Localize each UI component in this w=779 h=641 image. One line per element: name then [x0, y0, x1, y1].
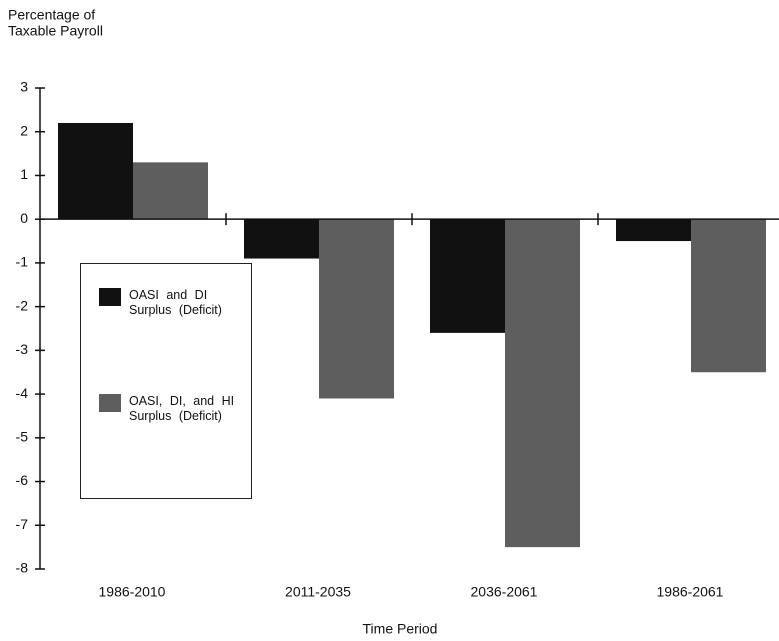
y-tick-label: -3 — [16, 341, 29, 357]
y-tick-label: 3 — [20, 79, 28, 95]
legend: OASI and DI Surplus (Deficit) OASI, DI, a… — [80, 263, 252, 499]
y-tick-label: 0 — [20, 210, 28, 226]
y-tick-label: -4 — [16, 385, 29, 401]
y-tick-label: -6 — [16, 472, 29, 488]
legend-swatch — [99, 394, 121, 412]
y-tick-label: -8 — [16, 560, 29, 576]
x-tick-label: 1986-2010 — [99, 584, 166, 600]
legend-item: OASI and DI Surplus (Deficit) — [99, 288, 239, 318]
y-tick-label: -5 — [16, 429, 29, 445]
bar — [430, 219, 505, 333]
bar — [319, 219, 394, 399]
y-tick-label: -7 — [16, 516, 29, 532]
legend-label: OASI and DI Surplus (Deficit) — [129, 288, 222, 317]
bar — [691, 219, 766, 373]
y-axis-label: Percentage of — [8, 7, 95, 23]
y-tick-label: 1 — [20, 166, 28, 182]
y-axis-label: Taxable Payroll — [8, 23, 103, 39]
bar — [58, 122, 133, 220]
bar — [505, 219, 580, 548]
y-tick-label: -2 — [16, 297, 29, 313]
x-axis-label: Time Period — [363, 621, 438, 637]
bar — [616, 219, 691, 242]
bar — [133, 162, 208, 220]
x-tick-label: 1986-2061 — [657, 584, 724, 600]
legend-item: OASI, DI, and HI Surplus (Deficit) — [99, 394, 239, 424]
x-tick-label: 2011-2035 — [285, 584, 351, 600]
bar — [244, 219, 319, 259]
legend-swatch — [99, 288, 121, 306]
y-tick-label: 2 — [20, 122, 28, 138]
x-tick-label: 2036-2061 — [471, 584, 538, 600]
y-tick-label: -1 — [16, 254, 29, 270]
legend-label: OASI, DI, and HI Surplus (Deficit) — [129, 394, 235, 423]
